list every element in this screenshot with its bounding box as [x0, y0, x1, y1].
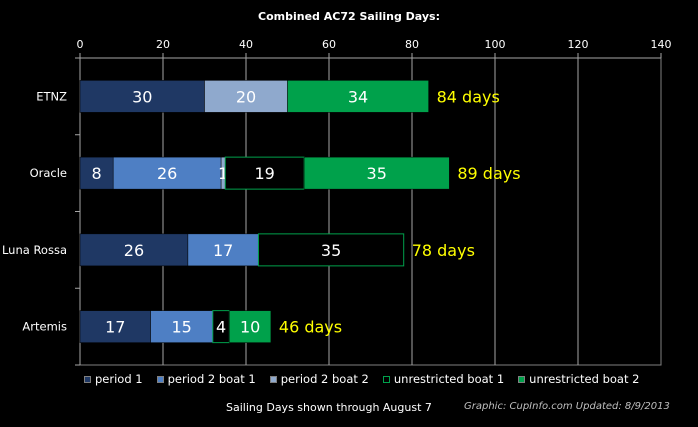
- legend-swatch: [518, 375, 526, 383]
- x-tick-label: 20: [156, 38, 170, 51]
- data-label: 17: [105, 318, 125, 337]
- credit: Graphic: CupInfo.com Updated: 8/9/2013: [464, 401, 670, 412]
- x-tick-label: 140: [651, 38, 672, 51]
- data-label: 26: [157, 164, 177, 183]
- bar-segment: [204, 80, 288, 113]
- bar-segment: [79, 80, 205, 113]
- total-label: 89 days: [457, 164, 520, 183]
- data-label: 30: [132, 87, 152, 106]
- legend: period 1 period 2 boat 1 period 2 boat 2 un…: [84, 372, 639, 386]
- legend-swatch: [382, 375, 390, 383]
- data-label: 15: [171, 318, 191, 337]
- category-label: Luna Rossa: [2, 243, 67, 257]
- legend-item: period 1: [84, 372, 143, 386]
- legend-swatch: [84, 375, 91, 383]
- legend-item: unrestricted boat 2: [518, 372, 639, 386]
- x-tick-label: 0: [77, 38, 84, 51]
- total-label: 78 days: [412, 241, 475, 260]
- chart-title: Combined AC72 Sailing Days:: [258, 10, 440, 23]
- data-label: 1: [218, 164, 228, 183]
- bar-segment: [187, 233, 259, 267]
- data-label: 34: [348, 87, 368, 106]
- total-label: 84 days: [437, 87, 500, 106]
- bar-segment: [79, 156, 114, 190]
- bar-segment: [112, 156, 222, 190]
- x-tick-label: 60: [322, 38, 336, 51]
- legend-swatch: [156, 375, 164, 383]
- x-tick-label: 100: [485, 38, 506, 51]
- bar-segment: [229, 310, 272, 343]
- data-label: 19: [254, 164, 274, 183]
- x-tick-label: 120: [568, 38, 589, 51]
- bar-segment: [79, 310, 151, 343]
- legend-item: period 2 boat 2: [269, 372, 369, 386]
- bars: 30 20 34 8 26 1 19 35 26 17 35 17 15 4 10: [79, 80, 450, 344]
- data-label: 35: [321, 241, 341, 260]
- category-label: Oracle: [30, 166, 67, 180]
- bar-segment: [287, 80, 429, 113]
- category-label: Artemis: [22, 320, 67, 334]
- data-label: 26: [124, 241, 144, 260]
- data-label: 4: [216, 318, 226, 337]
- bar-segment: [79, 233, 189, 267]
- footer-note: Sailing Days shown through August 7: [226, 401, 432, 414]
- legend-label: period 2 boat 1: [167, 372, 256, 386]
- data-label: 20: [236, 87, 256, 106]
- total-label: 46 days: [279, 318, 342, 337]
- data-label: 35: [367, 164, 387, 183]
- data-label: 17: [213, 241, 233, 260]
- x-tick-label: 40: [239, 38, 253, 51]
- data-label: 10: [240, 318, 260, 337]
- legend-label: unrestricted boat 2: [529, 372, 640, 386]
- legend-label: period 1: [95, 372, 143, 386]
- category-labels: ETNZ Oracle Luna Rossa Artemis: [2, 89, 67, 333]
- total-labels: 84 days 89 days 78 days 46 days: [279, 87, 521, 336]
- legend-label: unrestricted boat 1: [393, 372, 505, 386]
- category-label: ETNZ: [36, 89, 67, 103]
- legend-swatch: [269, 375, 277, 383]
- data-label: 8: [92, 164, 102, 183]
- legend-item: unrestricted boat 1: [382, 372, 505, 386]
- legend-item: period 2 boat 1: [156, 372, 256, 386]
- bar-segment: [150, 310, 214, 343]
- x-tick-label: 80: [405, 38, 419, 51]
- legend-label: period 2 boat 2: [280, 372, 369, 386]
- bar-segment: [303, 156, 450, 190]
- bar-segment: [257, 233, 405, 267]
